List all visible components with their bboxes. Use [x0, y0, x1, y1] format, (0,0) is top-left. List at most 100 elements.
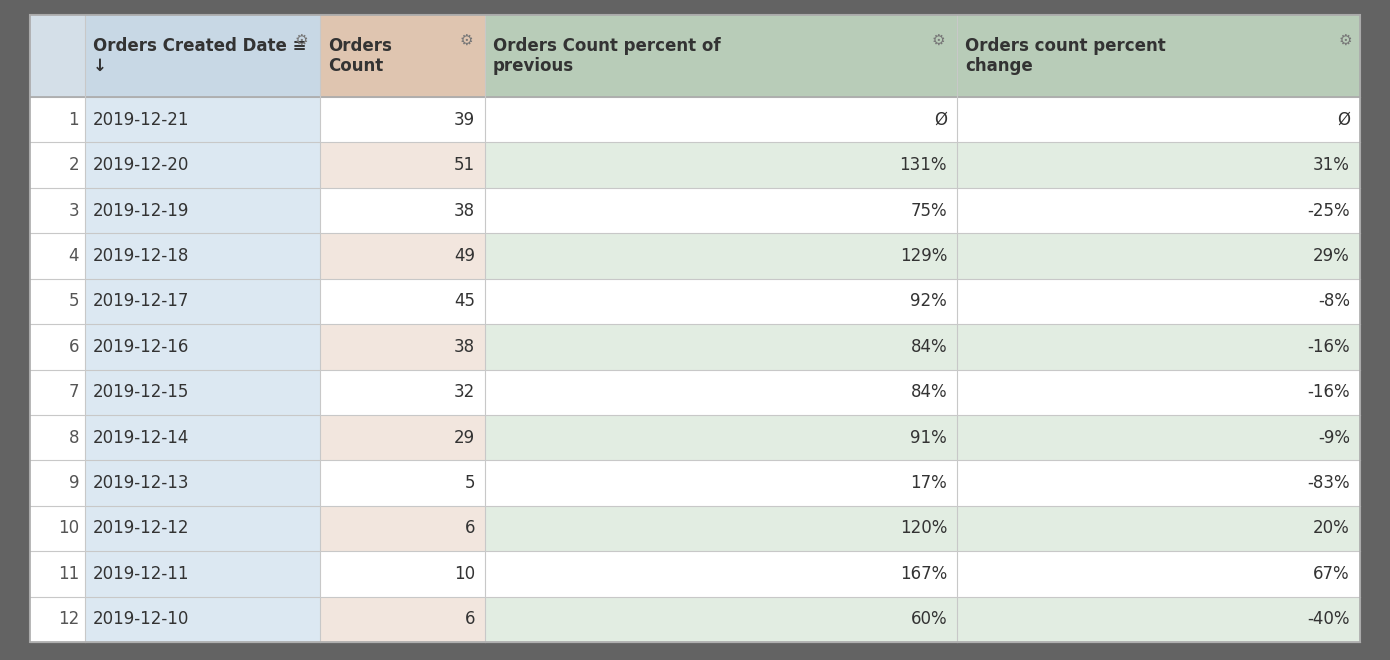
Bar — [485, 460, 956, 506]
Bar — [31, 279, 85, 324]
Bar — [956, 597, 1359, 642]
Bar — [85, 233, 320, 279]
Text: 11: 11 — [58, 565, 79, 583]
Bar — [485, 143, 956, 188]
Text: -8%: -8% — [1318, 292, 1350, 310]
Bar — [485, 370, 956, 415]
Text: 2019-12-11: 2019-12-11 — [93, 565, 189, 583]
Bar — [320, 415, 485, 460]
Bar — [485, 506, 956, 551]
Bar — [320, 143, 485, 188]
Text: 2019-12-12: 2019-12-12 — [93, 519, 189, 537]
Bar — [956, 97, 1359, 143]
Text: 84%: 84% — [910, 383, 947, 401]
Text: 120%: 120% — [899, 519, 947, 537]
Bar — [956, 233, 1359, 279]
Bar — [85, 597, 320, 642]
Text: Orders Created Date ≡
↓: Orders Created Date ≡ ↓ — [93, 36, 307, 75]
Text: 4: 4 — [68, 247, 79, 265]
Bar — [320, 370, 485, 415]
Text: ⚙: ⚙ — [459, 33, 473, 48]
Text: 2019-12-13: 2019-12-13 — [93, 474, 189, 492]
Text: 38: 38 — [455, 338, 475, 356]
Text: 92%: 92% — [910, 292, 947, 310]
Bar — [485, 597, 956, 642]
Text: 2019-12-20: 2019-12-20 — [93, 156, 189, 174]
Text: 2019-12-10: 2019-12-10 — [93, 610, 189, 628]
Text: ⚙: ⚙ — [931, 33, 945, 48]
Text: 2: 2 — [68, 156, 79, 174]
Bar — [31, 415, 85, 460]
Text: Ø: Ø — [934, 111, 947, 129]
Text: ⚙: ⚙ — [295, 33, 309, 48]
Bar — [485, 324, 956, 370]
Bar — [956, 188, 1359, 233]
Text: 38: 38 — [455, 201, 475, 220]
Text: -9%: -9% — [1318, 428, 1350, 447]
Bar — [85, 551, 320, 597]
Text: 12: 12 — [58, 610, 79, 628]
Bar — [85, 506, 320, 551]
Text: 17%: 17% — [910, 474, 947, 492]
Bar — [85, 460, 320, 506]
Bar — [320, 460, 485, 506]
Text: 10: 10 — [455, 565, 475, 583]
Bar — [485, 97, 956, 143]
Bar — [485, 233, 956, 279]
Bar — [31, 143, 85, 188]
Bar — [956, 15, 1359, 97]
Text: 29: 29 — [455, 428, 475, 447]
Text: 2019-12-21: 2019-12-21 — [93, 111, 189, 129]
Text: 60%: 60% — [910, 610, 947, 628]
Text: Orders
Count: Orders Count — [328, 36, 392, 75]
Bar — [31, 597, 85, 642]
Text: ⚙: ⚙ — [1339, 33, 1352, 48]
Text: 2019-12-15: 2019-12-15 — [93, 383, 189, 401]
Bar — [85, 143, 320, 188]
Text: 10: 10 — [58, 519, 79, 537]
Text: 31%: 31% — [1314, 156, 1350, 174]
Bar — [485, 551, 956, 597]
Text: 45: 45 — [455, 292, 475, 310]
Bar — [31, 188, 85, 233]
Bar — [956, 551, 1359, 597]
Bar — [85, 188, 320, 233]
Bar — [956, 324, 1359, 370]
Text: 9: 9 — [68, 474, 79, 492]
Text: 2019-12-19: 2019-12-19 — [93, 201, 189, 220]
Text: 84%: 84% — [910, 338, 947, 356]
Text: -83%: -83% — [1308, 474, 1350, 492]
Text: 29%: 29% — [1314, 247, 1350, 265]
Bar — [956, 370, 1359, 415]
Bar — [320, 279, 485, 324]
Bar — [320, 551, 485, 597]
Text: 51: 51 — [455, 156, 475, 174]
Bar — [485, 188, 956, 233]
Text: 129%: 129% — [899, 247, 947, 265]
Bar — [31, 233, 85, 279]
Text: 6: 6 — [464, 519, 475, 537]
Text: 131%: 131% — [899, 156, 947, 174]
Bar — [320, 597, 485, 642]
Text: 2019-12-17: 2019-12-17 — [93, 292, 189, 310]
Bar — [956, 415, 1359, 460]
Text: 20%: 20% — [1314, 519, 1350, 537]
Text: 3: 3 — [68, 201, 79, 220]
Text: 5: 5 — [68, 292, 79, 310]
Text: Orders Count percent of
previous: Orders Count percent of previous — [493, 36, 720, 75]
Text: 39: 39 — [455, 111, 475, 129]
Text: -16%: -16% — [1308, 338, 1350, 356]
Bar — [85, 324, 320, 370]
Bar — [956, 143, 1359, 188]
Text: 2019-12-18: 2019-12-18 — [93, 247, 189, 265]
Bar — [85, 370, 320, 415]
Bar — [320, 15, 485, 97]
Text: Ø: Ø — [1337, 111, 1350, 129]
Bar — [320, 324, 485, 370]
Bar — [85, 415, 320, 460]
Text: 1: 1 — [68, 111, 79, 129]
Text: -16%: -16% — [1308, 383, 1350, 401]
Text: 91%: 91% — [910, 428, 947, 447]
Text: 6: 6 — [464, 610, 475, 628]
Text: 32: 32 — [453, 383, 475, 401]
